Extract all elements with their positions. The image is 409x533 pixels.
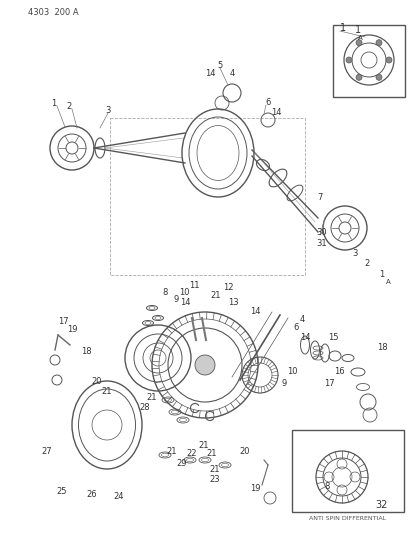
Circle shape — [345, 57, 351, 63]
Text: 21: 21 — [206, 449, 217, 458]
Text: 25: 25 — [56, 488, 67, 497]
Text: 14: 14 — [270, 108, 281, 117]
Text: 21: 21 — [209, 464, 220, 473]
Text: 19: 19 — [249, 484, 260, 494]
Text: 14: 14 — [299, 333, 310, 342]
Text: 29: 29 — [176, 458, 187, 467]
Text: 3: 3 — [351, 248, 357, 257]
Text: 4303  200 A: 4303 200 A — [28, 7, 79, 17]
Text: 20: 20 — [92, 377, 102, 386]
Text: 30: 30 — [316, 228, 326, 237]
Text: 7: 7 — [317, 192, 322, 201]
Text: 1: 1 — [339, 23, 345, 33]
Text: 18: 18 — [81, 348, 91, 357]
Text: 14: 14 — [204, 69, 215, 77]
Text: ANTI SPIN DIFFERENTIAL: ANTI SPIN DIFFERENTIAL — [309, 516, 386, 521]
Text: 1: 1 — [378, 270, 384, 279]
Text: 4: 4 — [299, 314, 304, 324]
Text: 10: 10 — [178, 287, 189, 296]
Text: 3: 3 — [105, 106, 110, 115]
Text: 1: 1 — [354, 25, 360, 35]
Text: 4: 4 — [229, 69, 234, 77]
Text: 22: 22 — [186, 449, 197, 458]
Text: 17: 17 — [58, 318, 68, 327]
Text: 8: 8 — [324, 482, 329, 491]
Text: 19: 19 — [67, 326, 77, 335]
Text: 6: 6 — [265, 98, 270, 107]
Text: 21: 21 — [101, 386, 112, 395]
Circle shape — [375, 74, 381, 80]
Text: 1: 1 — [51, 99, 56, 108]
Text: 18: 18 — [376, 343, 387, 351]
Text: 2: 2 — [364, 259, 369, 268]
Text: 17: 17 — [323, 378, 333, 387]
Circle shape — [195, 355, 214, 375]
Circle shape — [355, 39, 361, 46]
Text: 20: 20 — [239, 448, 249, 456]
Bar — [291, 430, 403, 512]
Text: 2: 2 — [66, 101, 72, 110]
Text: 27: 27 — [42, 448, 52, 456]
Circle shape — [355, 74, 361, 80]
Text: 15: 15 — [327, 333, 337, 342]
Circle shape — [385, 57, 391, 63]
Text: A: A — [385, 279, 389, 285]
Text: 6: 6 — [292, 322, 298, 332]
Text: 10: 10 — [286, 367, 297, 376]
Text: 21: 21 — [210, 290, 221, 300]
Text: 13: 13 — [227, 297, 238, 306]
Text: 23: 23 — [209, 475, 220, 484]
Text: 24: 24 — [113, 492, 124, 502]
Text: 9: 9 — [173, 295, 178, 303]
Text: 26: 26 — [86, 490, 97, 499]
Text: 5: 5 — [217, 61, 222, 69]
Text: 21: 21 — [146, 392, 157, 401]
Text: A: A — [357, 35, 362, 41]
Bar — [332, 25, 404, 97]
Text: 31: 31 — [316, 238, 326, 247]
Text: 32: 32 — [374, 500, 387, 510]
Text: 9: 9 — [281, 378, 286, 387]
Circle shape — [375, 39, 381, 46]
Text: 14: 14 — [179, 297, 190, 306]
Text: 16: 16 — [333, 367, 344, 376]
Text: 11: 11 — [188, 280, 199, 289]
Text: 21: 21 — [198, 440, 209, 449]
Text: 8: 8 — [162, 287, 167, 296]
Text: 21: 21 — [166, 448, 177, 456]
Text: 28: 28 — [139, 402, 150, 411]
Text: 14: 14 — [249, 308, 260, 317]
Text: 12: 12 — [222, 282, 233, 292]
